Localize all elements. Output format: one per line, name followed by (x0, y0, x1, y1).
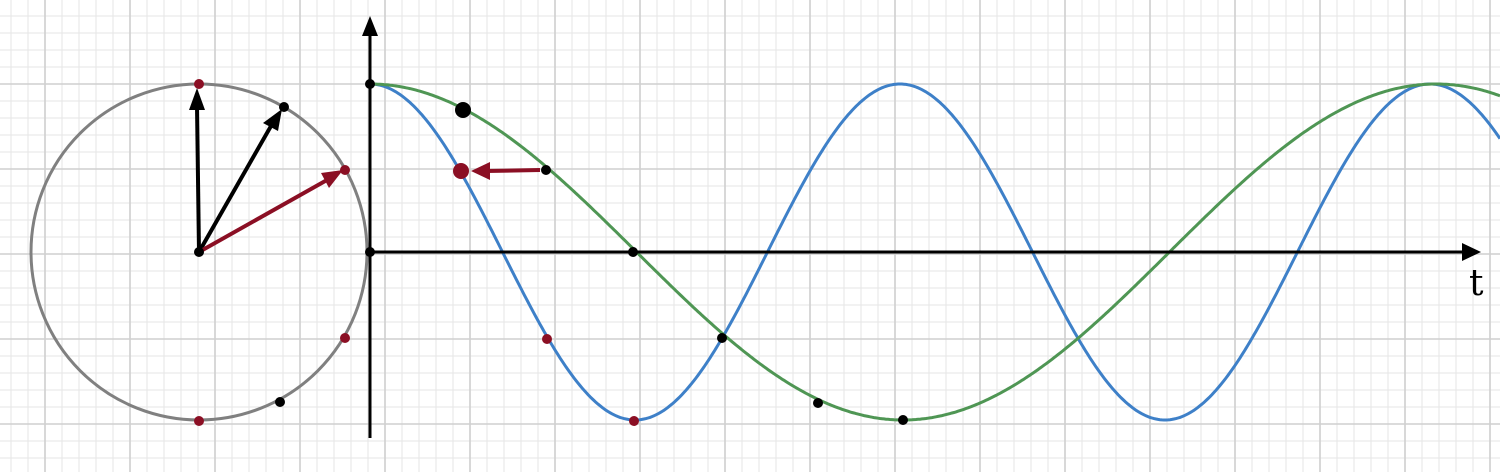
green-curve-black-point (541, 165, 551, 175)
circle-top-red-point (194, 79, 204, 89)
blue-trough-red-point (629, 416, 639, 426)
red-phasor-30deg (198, 178, 328, 254)
vertical-phasor-arrowhead-icon (189, 88, 205, 110)
circle-minus30deg-red-point (340, 333, 350, 343)
time-axis-label: t (1469, 263, 1484, 304)
black-phasor-arrowhead-icon (263, 109, 282, 131)
circle-minus60deg-black-point (275, 397, 285, 407)
blue-curve-red-point (542, 334, 552, 344)
circle-bottom-red-point (194, 416, 204, 426)
large-green-curve-point (455, 102, 471, 118)
vertical-axis-arrowhead-icon (362, 16, 378, 36)
circle-center-point (194, 247, 204, 257)
marker-points (194, 79, 908, 426)
large-blue-curve-red-point (453, 163, 469, 179)
green-zero-crossing-point (628, 247, 638, 257)
coordinate-axes: t (362, 16, 1484, 438)
green-cosine-curve (370, 82, 1500, 422)
origin-point (365, 247, 375, 257)
blue-cosine-curve (370, 82, 1500, 422)
red-phasor-arrowhead-icon (321, 170, 343, 188)
green-curve-lower-black-point (813, 398, 823, 408)
vertical-phasor (195, 105, 201, 253)
time-axis-arrowhead-icon (1462, 243, 1481, 261)
wave-curves (370, 82, 1500, 422)
circle-60deg-black-point (279, 102, 289, 112)
black-phasor-60deg (197, 125, 273, 253)
curve-intersection-point (717, 333, 727, 343)
green-trough-point (898, 415, 908, 425)
phasor-arrows (189, 88, 541, 254)
circle-30deg-red-point (340, 165, 350, 175)
red-projection-arrow (485, 168, 541, 173)
red-projection-arrowhead-icon (471, 162, 490, 180)
shared-start-point (365, 79, 375, 89)
